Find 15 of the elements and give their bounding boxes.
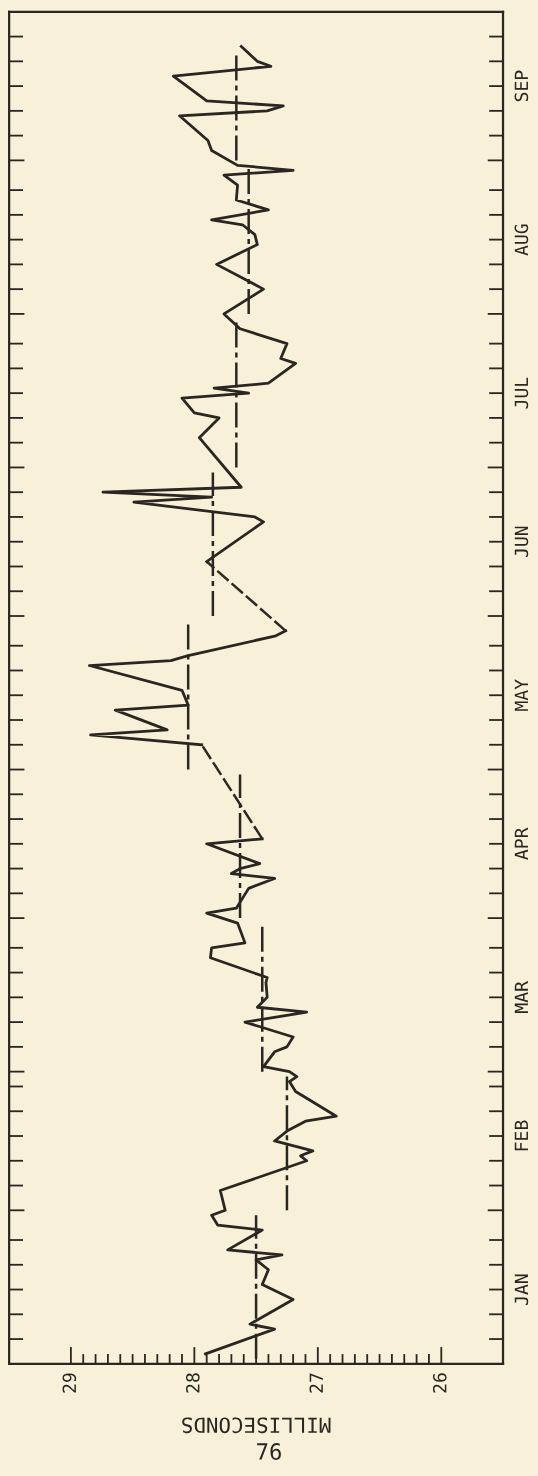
y-tick-label: JUL (514, 377, 529, 409)
y-tick-label: MAY (514, 679, 528, 711)
y-tick-label: SEP (514, 70, 529, 102)
y-tick-label: JUN (514, 526, 529, 558)
x-tick-label: 29 (62, 1373, 77, 1393)
y-tick-label: MAR (514, 981, 528, 1013)
text: 76 (257, 1443, 281, 1460)
x-tick-label: 27 (309, 1373, 323, 1393)
x-tick-label: 26 (432, 1373, 447, 1393)
y-tick-label: AUG (514, 224, 529, 256)
x-axis-title: MILLISECONDS (182, 1417, 331, 1434)
y-tick-label: JAN (514, 1274, 529, 1305)
x-tick-label: 28 (185, 1373, 200, 1393)
y-tick-label: FEB (514, 1120, 528, 1151)
y-tick-label: APR (514, 827, 528, 860)
